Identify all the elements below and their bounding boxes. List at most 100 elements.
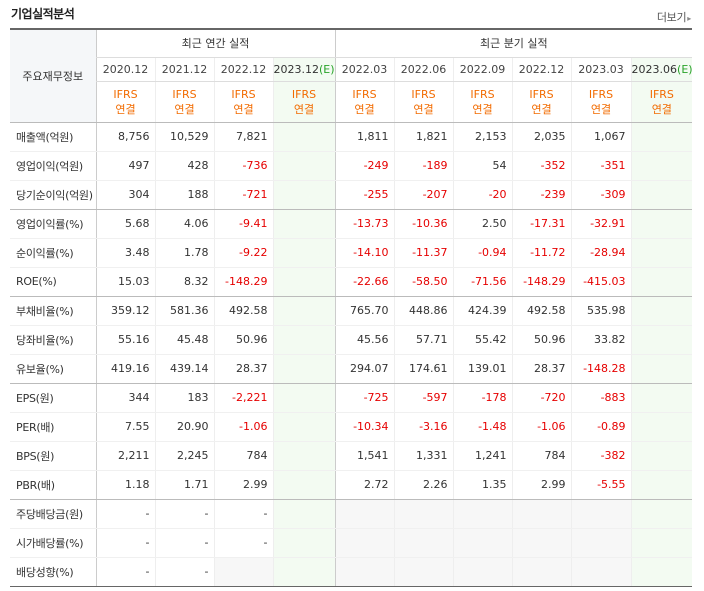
table-cell [570,499,632,529]
table-cell: 581.36 [154,296,214,326]
table-row: ROE(%) 15.03 8.32 -148.29 -22.66 -58.50 -71.56… [10,267,693,297]
quarter-group-header: 최근 분기 실적 [334,29,693,58]
table-cell: 3.48 [95,238,155,268]
table-cell: 304 [95,180,155,210]
table-cell: 15.03 [95,267,155,297]
more-link[interactable]: 더보기▸ [657,9,691,25]
table-cell: 2.99 [213,470,273,500]
table-cell: 7,821 [213,122,273,152]
table-cell [630,151,693,181]
consolidated-label: 연결 [233,102,254,116]
table-cell [630,209,693,239]
row-label: 영업이익(억원) [10,151,96,181]
table-cell: -32.91 [570,209,632,239]
ifrs-badge: IFRS 연결 [272,81,336,123]
table-cell: -207 [393,180,454,210]
table-cell: - [213,499,273,529]
table-cell: 344 [95,383,155,413]
period-label: 2022.09 [459,62,506,76]
table-cell: 497 [95,151,155,181]
table-cell: 54 [452,151,513,181]
table-cell: -1.06 [511,412,572,442]
table-row: 당좌비율(%) 55.16 45.48 50.96 45.56 57.71 55.42 50.… [10,325,693,355]
table-cell: -1.06 [213,412,273,442]
ifrs-label: IFRS [529,87,554,101]
table-cell: 20.90 [154,412,214,442]
ifrs-header-row: IFRS 연결 IFRS 연결 IFRS 연결 IFRS 연결 IFRS 연결 IFRS 연결 IFRS… [10,81,693,123]
estimate-mark: (E) [677,62,693,76]
row-label: 주당배당금(원) [10,499,96,529]
table-cell [334,528,395,558]
table-row: 배당성향(%) - - [10,557,693,587]
table-cell [452,557,513,587]
table-cell [570,557,632,587]
table-row: EPS(원) 344 183 -2,221 -725 -597 -178 -720 -883 [10,383,693,413]
table-cell: 4.06 [154,209,214,239]
table-cell: 765.70 [334,296,395,326]
consolidated-label: 연결 [174,102,195,116]
table-row: 부채비율(%) 359.12 581.36 492.58 765.70 448.86 424… [10,296,693,326]
ifrs-label: IFRS [411,87,436,101]
ifrs-label: IFRS [172,87,197,101]
row-label: 시가배당률(%) [10,528,96,558]
table-cell: -720 [511,383,572,413]
table-cell: 784 [213,441,273,471]
consolidated-label: 연결 [115,102,136,116]
ifrs-label: IFRS [588,87,614,101]
table-cell [570,528,632,558]
row-label: PER(배) [10,412,96,442]
table-cell: -148.28 [570,354,632,384]
table-cell [630,528,693,558]
table-cell [630,267,693,297]
table-cell [272,383,336,413]
table-cell: 33.82 [570,325,632,355]
table-cell: -189 [393,151,454,181]
table-cell: -148.29 [213,267,273,297]
table-cell [630,383,693,413]
table-cell: -10.36 [393,209,454,239]
table-cell: -415.03 [570,267,632,297]
table-cell: 359.12 [95,296,155,326]
table-cell [452,528,513,558]
table-cell: 419.16 [95,354,155,384]
period-header: 2021.12 [154,57,214,82]
ifrs-badge: IFRS 연결 [334,81,395,123]
table-cell [393,557,454,587]
financial-summary-table: 주요재무정보 최근 연간 실적 최근 분기 실적 2020.12 2021.12 2… [10,28,693,587]
table-cell: -309 [570,180,632,210]
ifrs-label: IFRS [470,87,495,101]
table-cell [630,325,693,355]
table-cell: 1.35 [452,470,513,500]
table-cell: 28.37 [213,354,273,384]
table-cell [630,238,693,268]
table-cell: 50.96 [213,325,273,355]
period-header: 2022.12 [511,57,572,82]
period-header: 2022.03 [334,57,395,82]
table-cell: -58.50 [393,267,454,297]
period-header: 2023.12(E) [272,57,336,82]
period-header-row: 2020.12 2021.12 2022.12 2023.12(E) 2022.03 20… [10,57,693,82]
consolidated-label: 연결 [590,102,612,116]
table-cell [630,441,693,471]
table-cell [511,528,572,558]
row-label: 영업이익률(%) [10,209,96,239]
table-row: 당기순이익(억원) 304 188 -721 -255 -207 -20 -239 -309 [10,180,693,210]
period-label: 2022.06 [400,62,447,76]
table-row: 매출액(억원) 8,756 10,529 7,821 1,811 1,821 2,153 2,… [10,122,693,152]
consolidated-label: 연결 [293,102,315,116]
ifrs-badge: IFRS 연결 [630,81,693,123]
table-cell: -22.66 [334,267,395,297]
table-cell: - [95,499,155,529]
table-body: 매출액(억원) 8,756 10,529 7,821 1,811 1,821 2,153 2,… [10,122,693,587]
ifrs-badge: IFRS 연결 [213,81,273,123]
row-label: EPS(원) [10,383,96,413]
table-cell [272,180,336,210]
table-cell: 492.58 [213,296,273,326]
table-cell: -14.10 [334,238,395,268]
table-cell [630,499,693,529]
section-title: 기업실적분석 [11,7,75,21]
period-label: 2022.12 [518,62,565,76]
table-cell: 7.55 [95,412,155,442]
table-cell: 8.32 [154,267,214,297]
table-cell: 139.01 [452,354,513,384]
